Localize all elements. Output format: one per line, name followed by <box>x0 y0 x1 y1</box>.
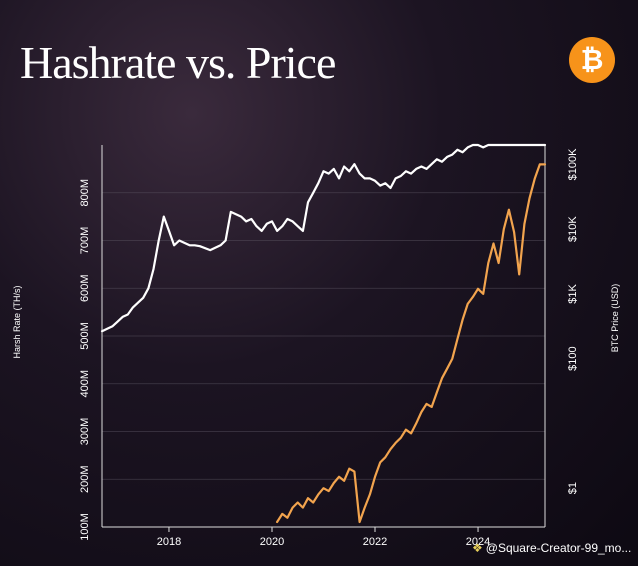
y-tick-label: 800M <box>79 179 91 207</box>
y2-tick-label: $1K <box>567 283 579 303</box>
y-tick-label: 100M <box>79 513 91 541</box>
series <box>100 143 547 524</box>
y2-axis-title: BTC Price (USD) <box>610 284 620 353</box>
y-tick-label: 600M <box>79 274 91 302</box>
y2-tick-label: $100 <box>567 346 579 370</box>
watermark-icon: ❖ <box>472 541 483 555</box>
x-tick-label: 2024 <box>466 536 490 548</box>
labels: 100M 200M 300M 400M 500M 600M 700M 800M 2018 2020… <box>12 148 620 548</box>
watermark: ❖ @Square-Creator-99_mo... <box>472 541 631 555</box>
y-tick-label: 300M <box>79 418 91 446</box>
chart-title: Hashrate vs. Price <box>20 37 336 88</box>
y-tick-label: 500M <box>79 322 91 350</box>
y-tick-label: 700M <box>79 227 91 255</box>
y2-tick-label: $1 <box>567 482 579 494</box>
y-tick-label: 400M <box>79 370 91 398</box>
bitcoin-icon-glyph: ₿ <box>581 44 604 75</box>
hashrate-line <box>100 143 547 333</box>
y-axis-title: Harsh Rate (TH/s) <box>12 285 22 358</box>
grid <box>102 192 545 528</box>
price-line <box>276 163 547 524</box>
x-tick-label: 2022 <box>363 536 387 548</box>
watermark-text: @Square-Creator-99_mo... <box>485 541 632 555</box>
axes <box>101 145 546 532</box>
x-tick-label: 2020 <box>260 536 284 548</box>
bitcoin-icon: ₿ <box>569 37 615 83</box>
x-tick-label: 2018 <box>157 536 181 548</box>
bitcoin-icon-circle <box>569 37 615 83</box>
y-tick-label: 200M <box>79 465 91 493</box>
y2-tick-label: $10K <box>567 216 579 242</box>
y2-tick-label: $100K <box>567 148 579 180</box>
